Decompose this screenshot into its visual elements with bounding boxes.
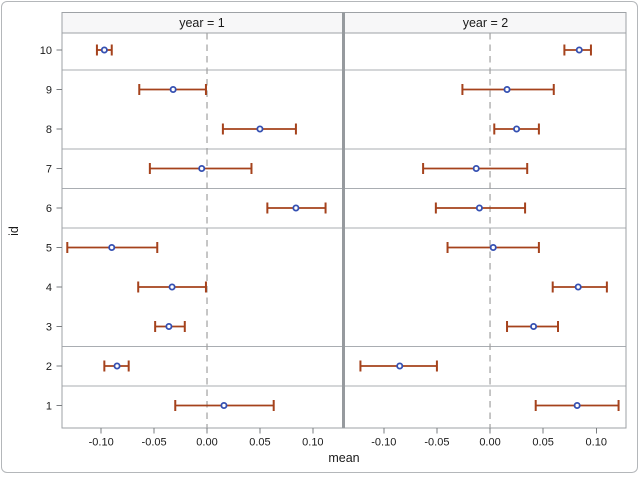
panel-header-year-2: year = 2 <box>462 16 509 30</box>
panel-series <box>66 44 327 411</box>
panel-header-year-1: year = 1 <box>179 16 225 30</box>
x-tick-label: 0.05 <box>249 437 270 449</box>
x-tick-label: 0.00 <box>479 437 500 449</box>
y-tick-label: 8 <box>46 124 52 136</box>
x-tick-label: -0.10 <box>371 437 396 449</box>
x-tick-label: 0.10 <box>586 437 607 449</box>
x-tick-label: 0.00 <box>196 437 217 449</box>
mean-marker <box>475 204 483 212</box>
mean-marker <box>168 283 176 291</box>
x-tick-label: 0.05 <box>532 437 553 449</box>
y-tick-label: 9 <box>46 85 52 97</box>
mean-marker <box>530 322 538 330</box>
panel-series <box>359 44 620 411</box>
mean-marker <box>169 86 177 94</box>
mean-marker <box>573 401 581 409</box>
mean-marker <box>472 164 480 172</box>
y-tick-label: 10 <box>40 45 52 57</box>
y-tick-label: 6 <box>46 203 52 215</box>
mean-marker <box>108 243 116 251</box>
y-tick-label: 1 <box>46 401 52 413</box>
mean-marker <box>113 362 121 370</box>
figure-border <box>1 1 638 473</box>
x-tick-label: -0.10 <box>89 437 114 449</box>
mean-marker <box>575 46 583 54</box>
mean-marker <box>396 362 404 370</box>
mean-marker <box>165 322 173 330</box>
mean-marker <box>198 164 206 172</box>
mean-marker <box>220 401 228 409</box>
y-tick-label: 4 <box>46 282 52 294</box>
x-tick-label: -0.05 <box>424 437 449 449</box>
mean-marker <box>574 283 582 291</box>
mean-marker <box>292 204 300 212</box>
x-axis-title: mean <box>328 451 360 465</box>
y-tick-label: 7 <box>46 164 52 176</box>
x-tick-label: 0.10 <box>302 437 323 449</box>
y-tick-label: 5 <box>46 243 52 255</box>
y-tick-label: 3 <box>46 322 52 334</box>
mean-marker <box>513 125 521 133</box>
y-axis-title: id <box>6 225 21 236</box>
mean-marker <box>503 86 511 94</box>
mean-marker <box>256 125 264 133</box>
mean-marker <box>100 46 108 54</box>
x-tick-label: -0.05 <box>142 437 167 449</box>
mean-marker <box>489 243 497 251</box>
y-tick-label: 2 <box>46 361 52 373</box>
